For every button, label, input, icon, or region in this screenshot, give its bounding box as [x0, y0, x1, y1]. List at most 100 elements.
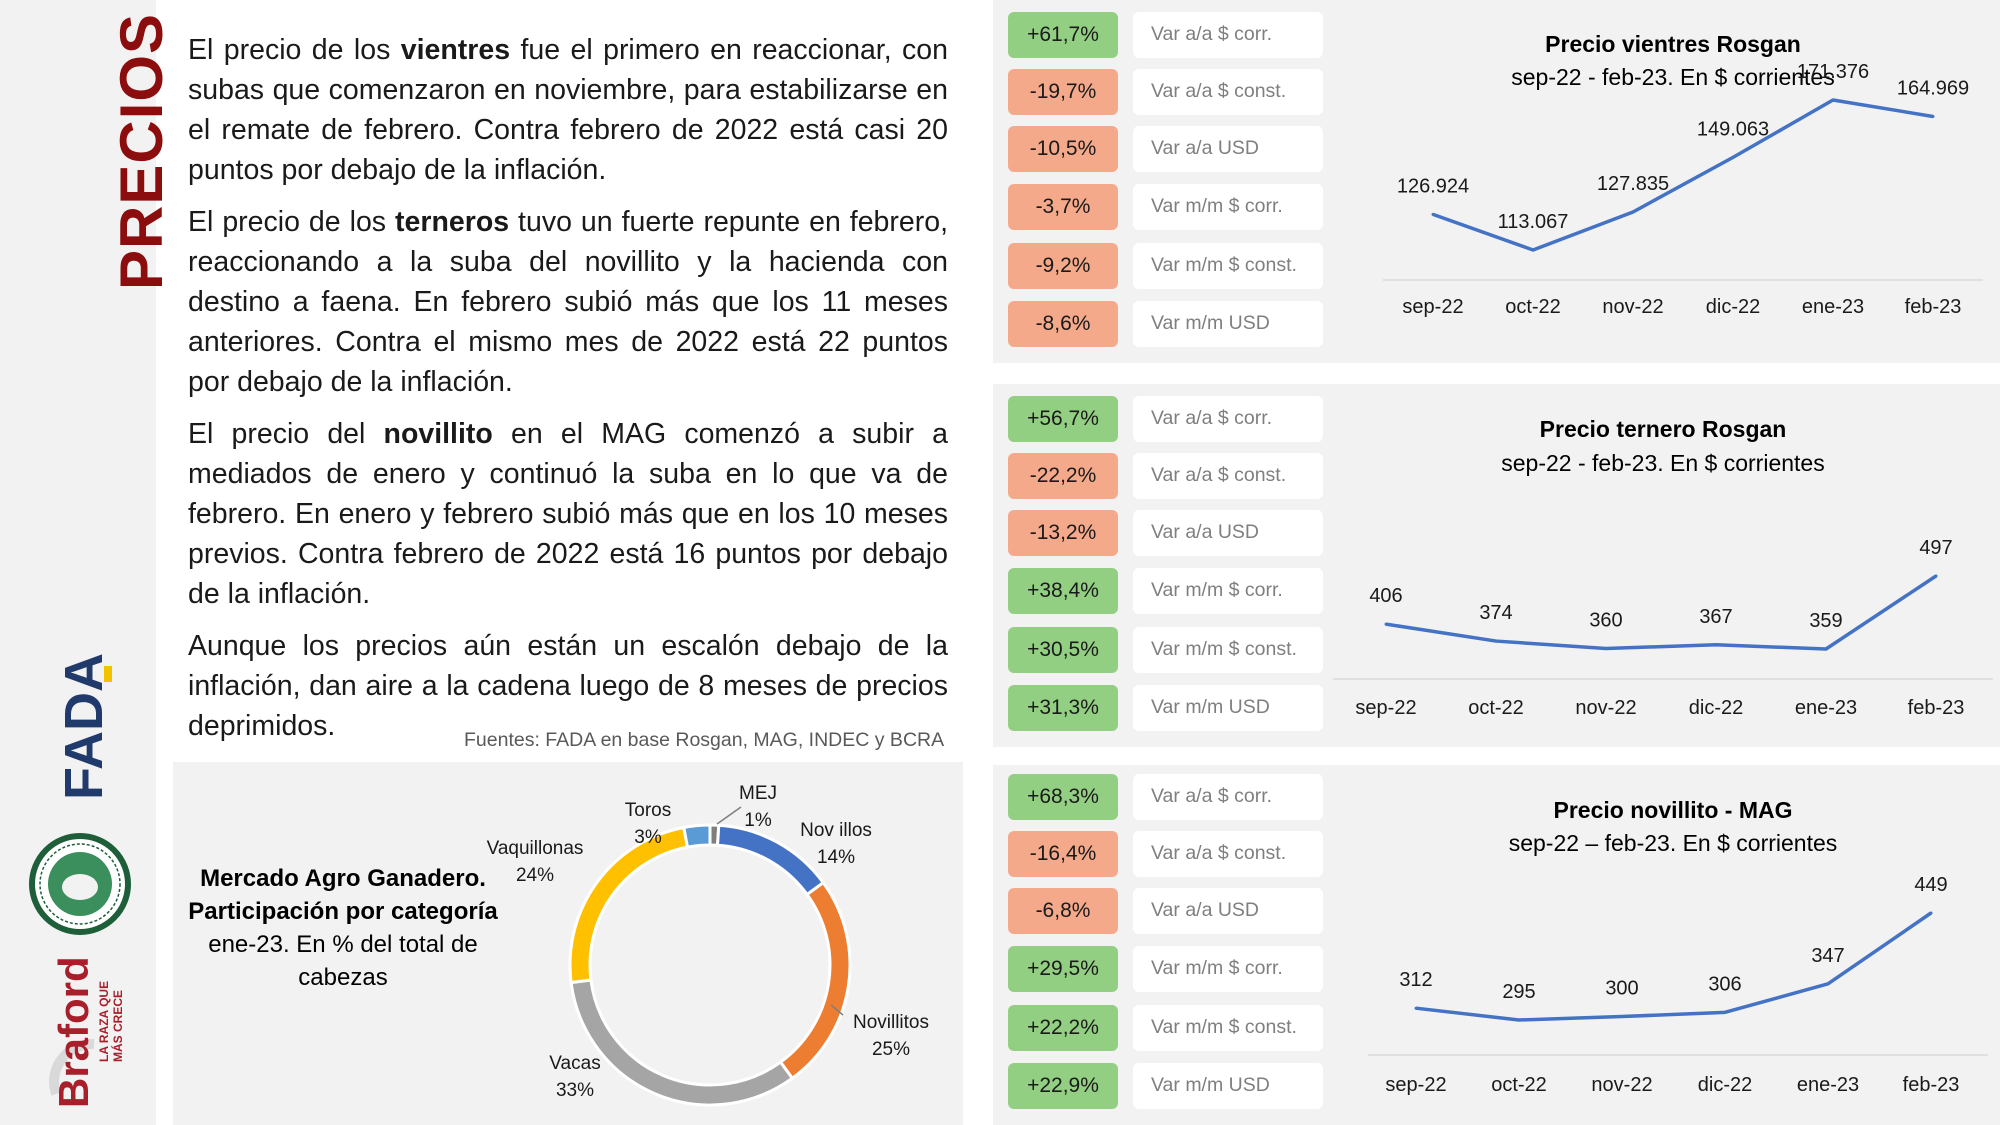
- data-point: [1714, 643, 1718, 647]
- data-label: 367: [1699, 606, 1732, 628]
- data-label: 360: [1589, 609, 1622, 631]
- data-label: 295: [1502, 981, 1535, 1003]
- variation-label: Var m/m $ const.: [1133, 1005, 1323, 1051]
- line-chart-novillito: Precio novillito - MAG sep-22 – feb-23. E…: [1368, 797, 1988, 1096]
- data-point: [1831, 98, 1835, 102]
- pie-value-label: 1%: [744, 810, 772, 831]
- variation-badge: +38,4%: [1008, 568, 1118, 614]
- variation-label: Var a/a $ corr.: [1133, 396, 1323, 442]
- chart-title: Precio novillito - MAG: [1554, 797, 1793, 823]
- sources-note: Fuentes: FADA en base Rosgan, MAG, INDEC…: [464, 729, 945, 751]
- x-tick-label: sep-22: [1385, 1074, 1446, 1096]
- data-label: 374: [1479, 602, 1512, 624]
- data-label: 497: [1919, 537, 1952, 559]
- x-tick-label: nov-22: [1591, 1074, 1652, 1096]
- x-tick-label: sep-22: [1402, 296, 1463, 318]
- pie-value-label: 33%: [556, 1080, 594, 1101]
- pie-slice: [682, 823, 712, 849]
- data-label: 406: [1369, 585, 1402, 607]
- x-tick-label: oct-22: [1468, 697, 1524, 719]
- x-tick-label: dic-22: [1689, 697, 1743, 719]
- pie-slice: [568, 825, 690, 985]
- data-label: 149.063: [1697, 118, 1769, 140]
- variation-badge: -13,2%: [1008, 510, 1118, 556]
- x-tick-label: ene-23: [1802, 296, 1864, 318]
- x-tick-label: sep-22: [1355, 697, 1416, 719]
- sidebar: PRECIOS FADA Braford LA RAZA QUE MÁS CRE…: [0, 0, 175, 1125]
- data-point: [1826, 982, 1830, 986]
- x-tick-label: dic-22: [1698, 1074, 1752, 1096]
- data-point: [1620, 1015, 1624, 1019]
- fada-logo: FADA: [54, 653, 114, 800]
- variation-label: Var a/a $ corr.: [1133, 12, 1323, 58]
- data-label: 127.835: [1597, 173, 1669, 195]
- data-point: [1934, 574, 1938, 578]
- svg-text:Braford: Braford: [50, 956, 97, 1108]
- variation-label: Var m/m $ const.: [1133, 243, 1323, 289]
- data-label: 306: [1708, 973, 1741, 995]
- section-title: PRECIOS: [108, 12, 175, 290]
- variation-label: Var m/m USD: [1133, 685, 1323, 731]
- chart-subtitle: sep-22 - feb-23. En $ corrientes: [1511, 64, 1834, 90]
- panel-novillito: Precio novillito - MAG sep-22 – feb-23. E…: [993, 765, 2000, 1125]
- data-label: 300: [1605, 978, 1638, 1000]
- x-tick-label: feb-23: [1908, 697, 1965, 719]
- data-point: [1517, 1018, 1521, 1022]
- variation-label: Var a/a USD: [1133, 126, 1323, 172]
- variation-label: Var a/a USD: [1133, 510, 1323, 556]
- variation-label: Var a/a $ const.: [1133, 831, 1323, 877]
- data-point: [1494, 639, 1498, 643]
- data-point: [1431, 212, 1435, 216]
- leader-line: [830, 1004, 844, 1016]
- x-tick-label: feb-23: [1905, 296, 1962, 318]
- variation-label: Var a/a $ corr.: [1133, 774, 1323, 820]
- variation-badge: -16,4%: [1008, 831, 1118, 877]
- pie-label: Vaquillonas: [487, 838, 584, 859]
- data-point: [1604, 646, 1608, 650]
- variation-label: Var m/m USD: [1133, 1063, 1323, 1109]
- pie-label: Toros: [625, 800, 671, 821]
- x-tick-label: ene-23: [1795, 697, 1857, 719]
- paragraph-terneros: El precio de los terneros tuvo un fuerte…: [188, 206, 948, 398]
- data-point: [1631, 210, 1635, 214]
- data-point: [1414, 1006, 1418, 1010]
- data-label: 359: [1809, 610, 1842, 632]
- x-tick-label: oct-22: [1505, 296, 1561, 318]
- line-chart-vientres: Precio vientres Rosgan sep-22 - feb-23. E…: [1383, 31, 1983, 318]
- chart-title: Precio ternero Rosgan: [1540, 416, 1787, 442]
- pie-label: Vacas: [549, 1053, 600, 1074]
- variation-badge: +68,3%: [1008, 774, 1118, 820]
- variation-badge: -10,5%: [1008, 126, 1118, 172]
- svg-text:MÁS CRECE: MÁS CRECE: [110, 990, 125, 1062]
- variation-label: Var a/a USD: [1133, 888, 1323, 934]
- variation-badge: -9,2%: [1008, 243, 1118, 289]
- pie-label: MEJ: [739, 783, 777, 804]
- data-point: [1384, 622, 1388, 626]
- variation-badge: -3,7%: [1008, 184, 1118, 230]
- data-point: [1723, 1010, 1727, 1014]
- chart-subtitle: sep-22 - feb-23. En $ corrientes: [1501, 450, 1824, 476]
- data-point: [1531, 248, 1535, 252]
- data-point: [1929, 911, 1933, 915]
- variation-label: Var a/a $ const.: [1133, 453, 1323, 499]
- variation-badge: +31,3%: [1008, 685, 1118, 731]
- line-chart-terneros: Precio ternero Rosgan sep-22 - feb-23. En…: [1333, 416, 1993, 719]
- paragraph-conclusion: Aunque los precios aún están un escalón …: [188, 630, 948, 742]
- series-line: [1415, 911, 1932, 1022]
- pie-value-label: 14%: [817, 847, 855, 868]
- data-label: 449: [1914, 874, 1947, 896]
- variation-label: Var m/m $ corr.: [1133, 568, 1323, 614]
- variation-badge: +30,5%: [1008, 627, 1118, 673]
- data-point: [1824, 647, 1828, 651]
- x-tick-label: feb-23: [1903, 1074, 1960, 1096]
- data-label: 164.969: [1897, 77, 1969, 99]
- series-line: [1432, 98, 1934, 252]
- data-label: 113.067: [1498, 211, 1569, 233]
- pie-value-label: 24%: [516, 865, 554, 886]
- svg-text:LA RAZA QUE: LA RAZA QUE: [97, 981, 111, 1062]
- hereford-logo: [29, 833, 131, 935]
- panel-vientres: Precio vientres Rosgan sep-22 - feb-23. E…: [993, 0, 2000, 363]
- pie-label: Novillitos: [853, 1012, 929, 1033]
- data-label: 347: [1811, 945, 1844, 967]
- variation-label: Var m/m $ const.: [1133, 627, 1323, 673]
